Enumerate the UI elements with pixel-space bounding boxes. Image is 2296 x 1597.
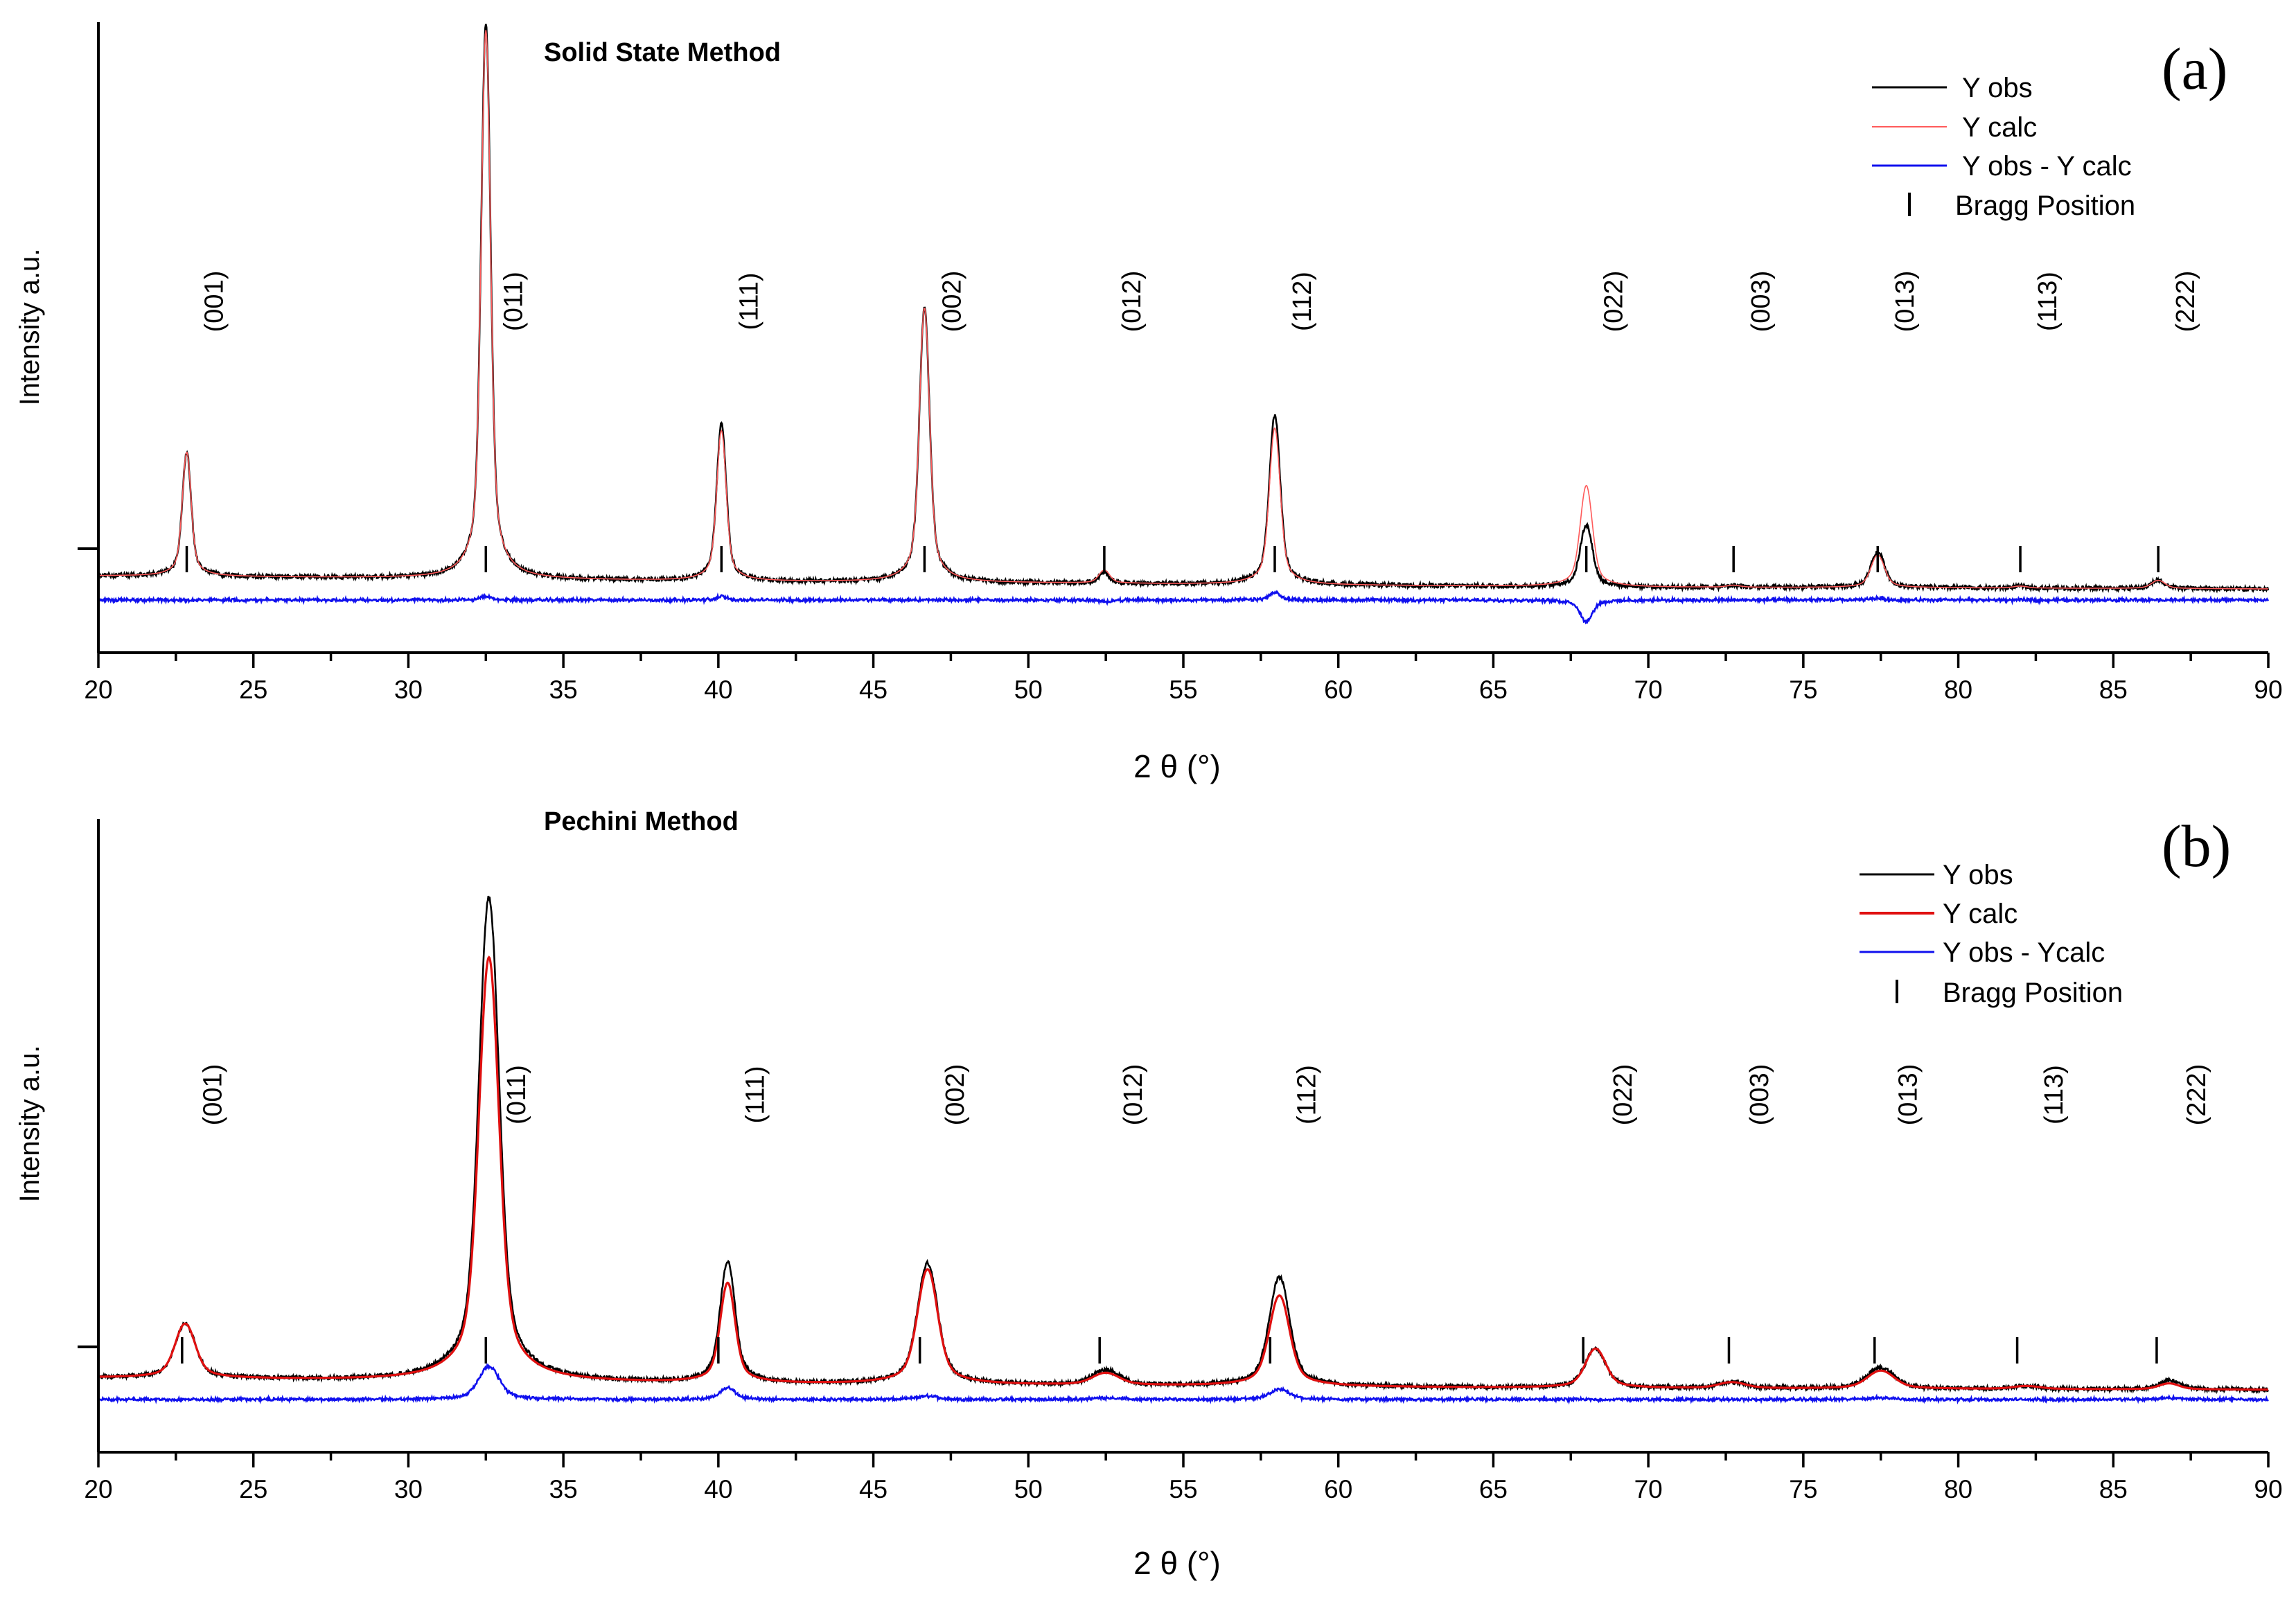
x-tick-label: 50 [1014, 1475, 1043, 1503]
hkl-label: (012) [1119, 1064, 1148, 1126]
panel-b-hkl-labels: (001) (011) (111) (002) (012) (112) (022) (003)… [198, 1064, 2211, 1126]
x-tick-label: 35 [549, 676, 578, 704]
legend-b-calc-label: Y calc [1943, 899, 2017, 929]
panel-a-plot-area [97, 24, 2270, 625]
hkl-label: (113) [2033, 272, 2063, 331]
panel-a-legend: Y obs Y calc Y obs - Y calc Bragg Positi… [1872, 73, 2135, 221]
panel-b-title: Pechini Method [544, 807, 739, 836]
panel-b-pechini: Pechini Method (b) Intensity a.u. 2 θ (°… [15, 807, 2283, 1581]
hkl-label: (013) [1894, 1064, 1923, 1126]
x-tick-label: 30 [394, 676, 423, 704]
hkl-label: (011) [499, 272, 528, 331]
x-tick-label: 50 [1014, 676, 1043, 704]
calc-curve [98, 30, 2268, 590]
hkl-label: (003) [1747, 271, 1776, 333]
legend-a-calc-label: Y calc [1962, 112, 2037, 143]
legend-a-obs-label: Y obs [1962, 73, 2033, 103]
hkl-label: (111) [741, 1066, 770, 1123]
x-tick-label: 90 [2254, 676, 2282, 704]
calc-curve [98, 955, 2268, 1391]
x-tick-label: 25 [239, 1475, 267, 1503]
hkl-label: (012) [1118, 271, 1147, 333]
hkl-label: (013) [1891, 271, 1920, 333]
panel-a-label: (a) [2162, 35, 2227, 102]
legend-b-diff-label: Y obs - Ycalc [1943, 937, 2105, 968]
x-tick-label: 60 [1324, 1475, 1352, 1503]
hkl-label: (112) [1293, 1065, 1322, 1124]
x-tick-label: 80 [1944, 676, 1972, 704]
panel-a-x-axis-title: 2 θ (°) [1133, 748, 1221, 784]
hkl-label: (112) [1288, 272, 1317, 331]
panel-a-axes: 20 25 30 35 40 45 50 55 60 65 70 75 80 85 90 [78, 22, 2283, 704]
legend-b-obs-label: Y obs [1943, 860, 2013, 890]
panel-b-x-axis-title: 2 θ (°) [1133, 1545, 1221, 1581]
x-tick-label: 55 [1169, 1475, 1197, 1503]
panel-a-solid-state: Solid State Method (a) Intensity a.u. 2 … [15, 22, 2283, 784]
x-tick-label: 20 [84, 676, 112, 704]
x-tick-label: 70 [1634, 676, 1663, 704]
x-tick-label: 75 [1789, 676, 1817, 704]
obs-curve [97, 24, 2270, 594]
legend-a-bragg-label: Bragg Position [1955, 191, 2135, 221]
x-tick-label: 30 [394, 1475, 423, 1503]
x-tick-label: 35 [549, 1475, 578, 1503]
panel-a-title: Solid State Method [544, 38, 781, 67]
x-tick-label: 45 [859, 676, 888, 704]
panel-b-plot-area [97, 895, 2270, 1405]
hkl-label: (113) [2040, 1065, 2069, 1124]
x-tick-label: 70 [1634, 1475, 1663, 1503]
panel-b-legend: Y obs Y calc Y obs - Ycalc Bragg Positio… [1860, 860, 2123, 1008]
hkl-label: (022) [1609, 1064, 1638, 1126]
hkl-label: (002) [937, 271, 966, 333]
hkl-label: (001) [200, 271, 229, 333]
hkl-label: (011) [502, 1065, 531, 1124]
x-tick-label: 40 [704, 676, 732, 704]
x-tick-label: 40 [704, 1475, 732, 1503]
x-tick-label: 25 [239, 676, 267, 704]
x-tick-label: 90 [2254, 1475, 2282, 1503]
legend-a-diff-label: Y obs - Y calc [1962, 151, 2132, 182]
panel-a-y-axis-title: Intensity a.u. [15, 249, 45, 406]
hkl-label: (002) [941, 1064, 970, 1126]
hkl-label: (111) [734, 272, 763, 330]
x-tick-label: 60 [1324, 676, 1352, 704]
diff-curve [97, 1362, 2269, 1405]
panel-a-hkl-labels: (001) (011) (111) (002) (012) (112) (022) (003)… [200, 271, 2201, 333]
panel-b-label: (b) [2162, 813, 2231, 879]
panel-b-y-axis-title: Intensity a.u. [15, 1045, 45, 1203]
panel-b-axes: 20 25 30 35 40 45 50 55 60 65 70 75 80 85 90 [78, 819, 2283, 1503]
x-tick-label: 80 [1944, 1475, 1972, 1503]
x-tick-label: 85 [2099, 676, 2128, 704]
obs-curve [98, 895, 2270, 1395]
hkl-label: (003) [1745, 1064, 1774, 1126]
x-tick-label: 20 [84, 1475, 112, 1503]
x-tick-label: 55 [1169, 676, 1197, 704]
legend-b-bragg-label: Bragg Position [1943, 978, 2123, 1008]
diff-curve [97, 590, 2270, 625]
x-tick-label: 85 [2099, 1475, 2128, 1503]
x-tick-label: 75 [1789, 1475, 1817, 1503]
hkl-label: (022) [1600, 271, 1629, 333]
hkl-label: (222) [2182, 1064, 2211, 1126]
x-tick-label: 45 [859, 1475, 888, 1503]
hkl-label: (222) [2171, 271, 2200, 333]
hkl-label: (001) [198, 1064, 227, 1126]
x-tick-label: 65 [1479, 1475, 1508, 1503]
x-tick-label: 65 [1479, 676, 1508, 704]
